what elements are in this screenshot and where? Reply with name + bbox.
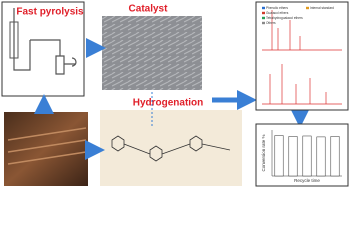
structure-panel [100,110,242,186]
catalyst-image [102,16,202,90]
bar [274,135,284,177]
legend-swatch [262,21,265,25]
legend-swatch [262,11,265,15]
arrows [34,38,310,160]
bar [288,136,298,177]
legend-label: Others [266,21,276,25]
hydrogenation-label: Hydrogenation [133,98,204,109]
graphical-abstract: Fast pyrolysis Catalyst Hydrogenation Ph… [1,1,349,187]
legend-swatch [262,6,265,10]
bar [316,136,326,177]
legend-label: Tetrahydroguaiacol ethers [266,16,303,20]
lignin-structure [111,135,231,162]
pyrolysis-panel: Fast pyrolysis [1,1,85,97]
legend-label: Internal standard [310,6,334,10]
x-axis-label: Recycle time [294,178,320,183]
legend-label: Guaiacol ethers [266,11,289,15]
bar [302,135,312,177]
pyrolysis-label: Fast pyrolysis [16,7,84,18]
y-axis-label: Conversion rate % [261,134,266,171]
catalyst-label: Catalyst [129,4,169,15]
wood-photo [4,112,88,186]
wood-grain [7,127,87,165]
legend-swatch [262,16,265,20]
bar [330,136,340,177]
legend-label: Phenolic ethers [266,6,288,10]
spectrum-panel [255,1,349,111]
legend-swatch [306,6,309,10]
spectrum-lines [262,10,342,105]
